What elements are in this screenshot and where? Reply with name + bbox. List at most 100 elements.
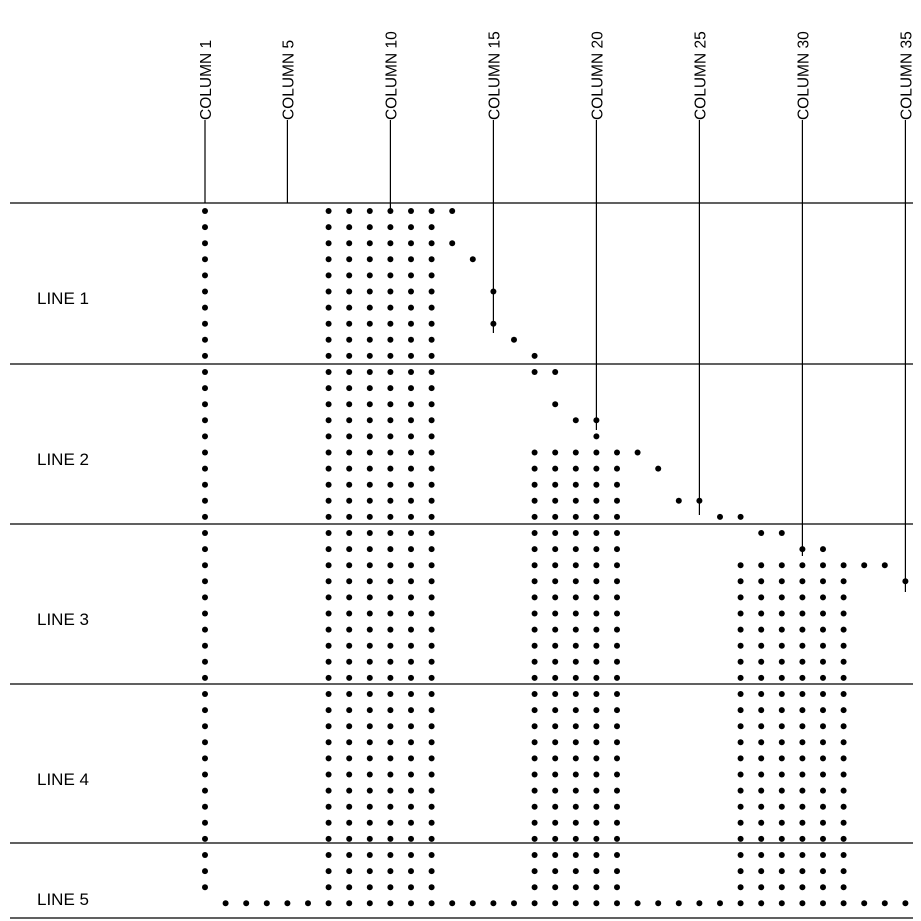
dot (572, 771, 579, 778)
dot (696, 900, 703, 907)
dot (325, 868, 332, 875)
dot (387, 658, 394, 665)
dot (840, 803, 847, 810)
dot (490, 288, 497, 295)
dot (737, 868, 744, 875)
column-label: COLUMN 15 (486, 31, 503, 120)
dot (593, 626, 600, 633)
dot (778, 852, 785, 858)
dot (552, 578, 559, 585)
dot (387, 674, 394, 681)
dot (572, 562, 579, 569)
line-dividers (10, 202, 913, 919)
dot (428, 739, 435, 746)
dot (531, 562, 538, 569)
dot (799, 868, 806, 875)
dot (593, 449, 600, 456)
dot (552, 513, 559, 520)
dot (202, 674, 208, 681)
dot (366, 803, 373, 810)
dot (325, 352, 332, 359)
dot (387, 449, 394, 456)
dot (202, 385, 208, 392)
dot (778, 658, 785, 665)
dot (799, 707, 806, 714)
dot (366, 691, 373, 697)
dot (202, 642, 208, 649)
dot (758, 530, 765, 536)
dot (428, 819, 435, 826)
column-label: COLUMN 35 (898, 31, 915, 120)
dot (614, 739, 620, 746)
dot (325, 884, 332, 891)
dot (387, 610, 394, 617)
dot (408, 739, 414, 746)
dot (572, 852, 579, 858)
dot (387, 578, 394, 585)
dot (840, 691, 847, 697)
dot (202, 208, 208, 214)
dot (366, 578, 373, 585)
dot (531, 868, 538, 875)
dot (531, 578, 538, 585)
dot (387, 819, 394, 826)
dot (778, 642, 785, 649)
dot (408, 530, 414, 536)
dot (572, 707, 579, 714)
dot (408, 417, 414, 424)
dot (387, 739, 394, 746)
dot (758, 739, 765, 746)
dot (346, 256, 353, 263)
dot (531, 658, 538, 665)
dot (758, 594, 765, 601)
dot (799, 900, 806, 907)
dot (428, 240, 435, 247)
dot (572, 739, 579, 746)
dot (284, 900, 291, 907)
dot (346, 433, 353, 440)
line-label: LINE 2 (37, 450, 89, 469)
dot (675, 497, 682, 504)
dot (428, 578, 435, 585)
dot (799, 610, 806, 617)
dot (778, 707, 785, 714)
dot (325, 513, 332, 520)
column-labels: COLUMN 1 COLUMN 5 COLUMN 10 COLUMN 15 COLUMN… (198, 31, 915, 120)
dot (820, 868, 826, 875)
dot (593, 594, 600, 601)
dot (614, 449, 620, 456)
dot (861, 900, 868, 907)
dot (531, 546, 538, 553)
dot (572, 513, 579, 520)
dot (593, 739, 600, 746)
dot (840, 868, 847, 875)
dot (820, 691, 826, 697)
dot (531, 819, 538, 826)
dot (387, 513, 394, 520)
dot (387, 417, 394, 424)
dot (820, 626, 826, 633)
dot (552, 739, 559, 746)
dot (593, 803, 600, 810)
dot (346, 723, 353, 730)
dot (346, 369, 353, 375)
dot (387, 385, 394, 392)
dot (820, 562, 826, 569)
dot (346, 755, 353, 762)
dot (840, 723, 847, 730)
dot (387, 884, 394, 891)
dot (572, 674, 579, 681)
dot (449, 240, 456, 247)
dot (408, 819, 414, 826)
dot (881, 900, 888, 907)
dot (758, 803, 765, 810)
dot (387, 852, 394, 858)
dot (778, 787, 785, 794)
dot (346, 320, 353, 327)
dot (366, 884, 373, 891)
dot (778, 739, 785, 746)
dot (387, 626, 394, 633)
dot (737, 771, 744, 778)
dot (737, 594, 744, 601)
dot (202, 304, 208, 311)
